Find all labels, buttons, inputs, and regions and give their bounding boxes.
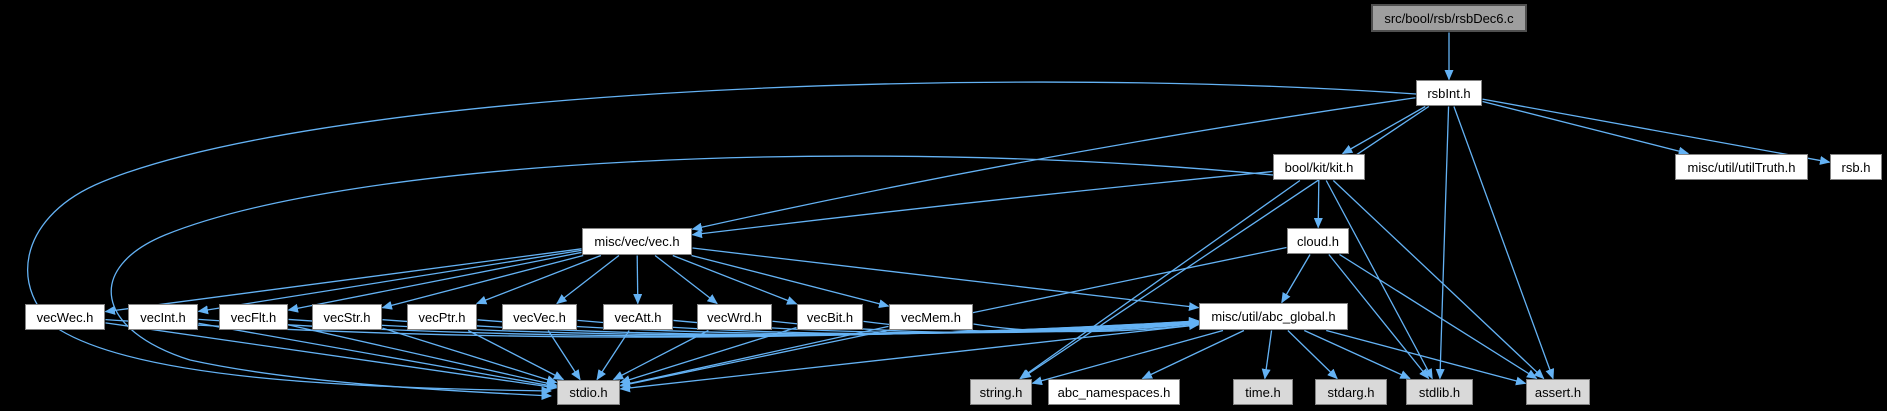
edge-vec-to-vecPtr <box>475 254 602 305</box>
edge-abcGlobal-to-string <box>1031 329 1224 386</box>
node-utilTruth[interactable]: misc/util/utilTruth.h <box>1675 154 1808 180</box>
edge-rsbInt-to-stdlib <box>1435 106 1450 380</box>
node-rsbDec6[interactable]: src/bool/rsb/rsbDec6.c <box>1371 4 1527 32</box>
node-vec[interactable]: misc/vec/vec.h <box>582 228 692 255</box>
node-assert[interactable]: assert.h <box>1526 379 1590 405</box>
node-vecMem[interactable]: vecMem.h <box>889 304 973 330</box>
edge-vec-to-vecMem <box>691 254 890 309</box>
edge-vecFlt-to-stdio <box>288 324 558 388</box>
edge-vec-to-vecVec <box>556 254 620 305</box>
edge-vec-to-vecInt <box>197 249 582 315</box>
node-stdlib[interactable]: stdlib.h <box>1406 379 1473 405</box>
edge-vecPtr-to-stdio <box>467 329 565 381</box>
edge-vecInt-to-stdio <box>198 322 558 390</box>
edge-abcGlobal-to-stdarg <box>1287 330 1338 380</box>
edge-vecAtt-to-stdio <box>596 330 630 381</box>
node-vecBit[interactable]: vecBit.h <box>797 304 863 330</box>
node-rsbInt[interactable]: rsbInt.h <box>1416 80 1482 106</box>
node-kit[interactable]: bool/kit/kit.h <box>1273 154 1365 180</box>
node-string[interactable]: string.h <box>970 379 1032 405</box>
edge-rsbInt-to-kit <box>1341 105 1426 155</box>
edge-vec-to-vecAtt <box>633 255 643 305</box>
edge-rsbInt-to-string <box>1020 105 1430 380</box>
edge-vec-to-vecStr <box>381 254 584 310</box>
edge-vecWrd-to-stdio <box>612 329 709 381</box>
edge-vec-to-vecBit <box>672 254 798 305</box>
node-stdio[interactable]: stdio.h <box>557 380 620 405</box>
edge-rsbInt-to-assert <box>1453 106 1555 380</box>
node-vecVec[interactable]: vecVec.h <box>502 304 577 330</box>
node-rsb[interactable]: rsb.h <box>1830 154 1882 180</box>
edge-vec-to-vecWrd <box>654 254 718 305</box>
node-vecWec[interactable]: vecWec.h <box>25 304 105 330</box>
edge-abcGlobal-to-stdlib <box>1304 329 1411 380</box>
edge-rsbInt-to-utilTruth <box>1482 100 1690 156</box>
edge-vec-to-vecWec <box>104 248 582 315</box>
node-vecWrd[interactable]: vecWrd.h <box>697 304 772 330</box>
node-vecFlt[interactable]: vecFlt.h <box>219 304 288 330</box>
edge-cloud-to-stdlib <box>1328 254 1430 380</box>
edge-abcGlobal-to-assert <box>1326 329 1527 386</box>
edge-kit-to-cloud <box>1313 180 1323 229</box>
edge-kit-to-string <box>1019 179 1301 380</box>
edge-rsbInt-to-rsb <box>1482 98 1831 165</box>
edge-vecWec-to-stdio <box>105 322 558 391</box>
edge-kit-to-vec <box>691 170 1273 239</box>
edge-vecStr-to-stdio <box>382 327 558 384</box>
edge-vecMem-to-stdio <box>619 325 889 388</box>
node-abcNamespaces[interactable]: abc_namespaces.h <box>1048 379 1180 405</box>
edge-abcGlobal-to-time <box>1261 330 1273 380</box>
edge-rsbInt-to-vec <box>691 97 1416 232</box>
node-vecAtt[interactable]: vecAtt.h <box>603 304 673 330</box>
node-cloud[interactable]: cloud.h <box>1287 228 1349 254</box>
node-vecPtr[interactable]: vecPtr.h <box>407 304 477 330</box>
edge-cloud-to-assert <box>1339 253 1538 380</box>
edge-cloud-to-abcGlobal <box>1281 254 1311 304</box>
node-time[interactable]: time.h <box>1233 379 1293 405</box>
edge-kit-to-stdio <box>110 155 1274 401</box>
edge-abcGlobal-to-abcNamespaces <box>1141 329 1245 380</box>
edge-rsbInt-to-stdio <box>27 81 1417 396</box>
edge-kit-to-assert <box>1332 180 1545 380</box>
node-vecStr[interactable]: vecStr.h <box>312 304 382 330</box>
edge-vecMem-to-abcGlobal <box>973 321 1200 333</box>
edge-abcGlobal-to-stdio <box>619 324 1199 393</box>
edge-vec-to-abcGlobal <box>692 247 1200 312</box>
node-vecInt[interactable]: vecInt.h <box>128 304 198 330</box>
node-stdarg[interactable]: stdarg.h <box>1315 379 1387 405</box>
edge-vecVec-to-stdio <box>547 330 581 381</box>
node-abcGlobal[interactable]: misc/util/abc_global.h <box>1199 303 1348 330</box>
edge-vec-to-vecFlt <box>287 251 582 313</box>
